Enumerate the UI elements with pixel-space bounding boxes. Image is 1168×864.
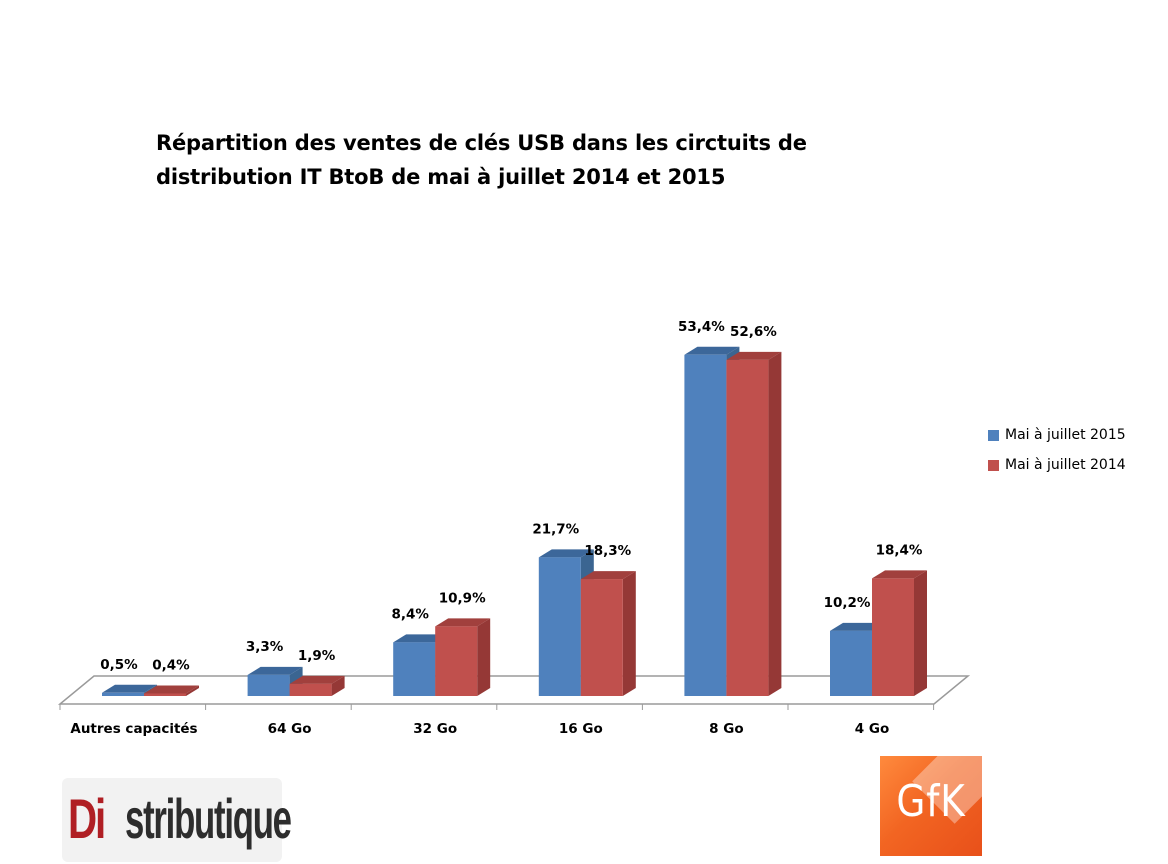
chart-title-line-1: Répartition des ventes de clés USB dans … (156, 131, 807, 155)
data-label-2014-4: 52,6% (730, 324, 777, 340)
distributique-logo-di: Di (68, 787, 106, 850)
gfk-logo: GfK (880, 756, 982, 856)
bar-2014-5 (872, 578, 914, 696)
bar-2015-1 (247, 674, 290, 696)
bar-2014-4-top (726, 351, 782, 360)
x-tick-label-5: 4 Go (855, 721, 889, 737)
bar-2014-0-top (144, 685, 199, 694)
gfk-logo-text: GfK (896, 776, 966, 827)
bar-2015-1-top (247, 666, 303, 675)
bar-2015-2-top (393, 634, 449, 643)
x-tick-label-4: 8 Go (709, 721, 743, 737)
bar-2015-3 (538, 557, 581, 696)
bar-2014-0 (144, 693, 186, 696)
bar-2014-1 (289, 683, 332, 696)
data-label-2015-5: 10,2% (824, 595, 871, 611)
bar-2015-5-top (830, 622, 885, 631)
legend-item-2015: Mai à juillet 2015 (988, 420, 1126, 450)
x-tick-label-0: Autres capacités (70, 721, 197, 737)
data-label-2014-2: 10,9% (439, 590, 486, 606)
bar-2014-3 (580, 579, 623, 696)
legend-swatch-2015 (988, 429, 999, 441)
bar-2014-2-side (477, 618, 491, 696)
data-label-2014-3: 18,3% (584, 543, 631, 559)
x-tick-label-2: 32 Go (413, 721, 457, 737)
bar-2014-4 (726, 359, 769, 696)
bar-2014-2 (435, 626, 478, 696)
distributique-logo: Di stributique (62, 778, 292, 862)
bar-2014-2-top (435, 618, 491, 627)
data-label-2015-1: 3,3% (246, 639, 284, 655)
legend-label-2015: Mai à juillet 2015 (1005, 427, 1126, 443)
data-label-2014-1: 1,9% (298, 648, 336, 664)
bar-2015-0 (102, 692, 144, 696)
legend-item-2014: Mai à juillet 2014 (988, 450, 1126, 480)
chart-legend: Mai à juillet 2015 Mai à juillet 2014 (988, 420, 1126, 480)
x-tick-label-1: 64 Go (268, 721, 312, 737)
bar-2014-3-side (622, 571, 636, 696)
bar-chart: 0,5% 0,4% Autres capacités 3,3% 1,9% 64 Go 8,4… (57, 319, 971, 737)
bar-2015-2 (393, 642, 436, 696)
data-label-2015-2: 8,4% (391, 606, 429, 622)
bar-2014-1-top (289, 675, 345, 684)
data-label-2014-0: 0,4% (152, 657, 190, 673)
bar-2014-1-side (331, 675, 345, 696)
legend-label-2014: Mai à juillet 2014 (1005, 457, 1126, 473)
data-label-2015-3: 21,7% (532, 521, 579, 537)
x-tick-label-3: 16 Go (559, 721, 603, 737)
chart-title: Répartition des ventes de clés USB dans … (156, 126, 836, 194)
distributique-logo-rest: stributique (125, 787, 292, 850)
bar-2015-4 (684, 354, 727, 696)
bar-2015-3-top (538, 549, 594, 558)
data-label-2015-4: 53,4% (678, 319, 725, 335)
bar-2014-4-side (768, 351, 782, 696)
bar-2015-4-top (684, 346, 740, 355)
chart-title-line-2: distribution IT BtoB de mai à juillet 20… (156, 165, 726, 189)
bar-2014-5-top (872, 570, 927, 579)
data-label-2014-5: 18,4% (876, 542, 923, 558)
bar-2015-0-top (102, 684, 157, 693)
bar-2014-0-side (186, 685, 199, 696)
bar-2015-5 (830, 630, 872, 696)
data-label-2015-0: 0,5% (100, 657, 138, 673)
legend-swatch-2014 (988, 459, 999, 471)
bar-2014-5-side (914, 570, 927, 696)
bar-2014-3-top (580, 571, 636, 580)
